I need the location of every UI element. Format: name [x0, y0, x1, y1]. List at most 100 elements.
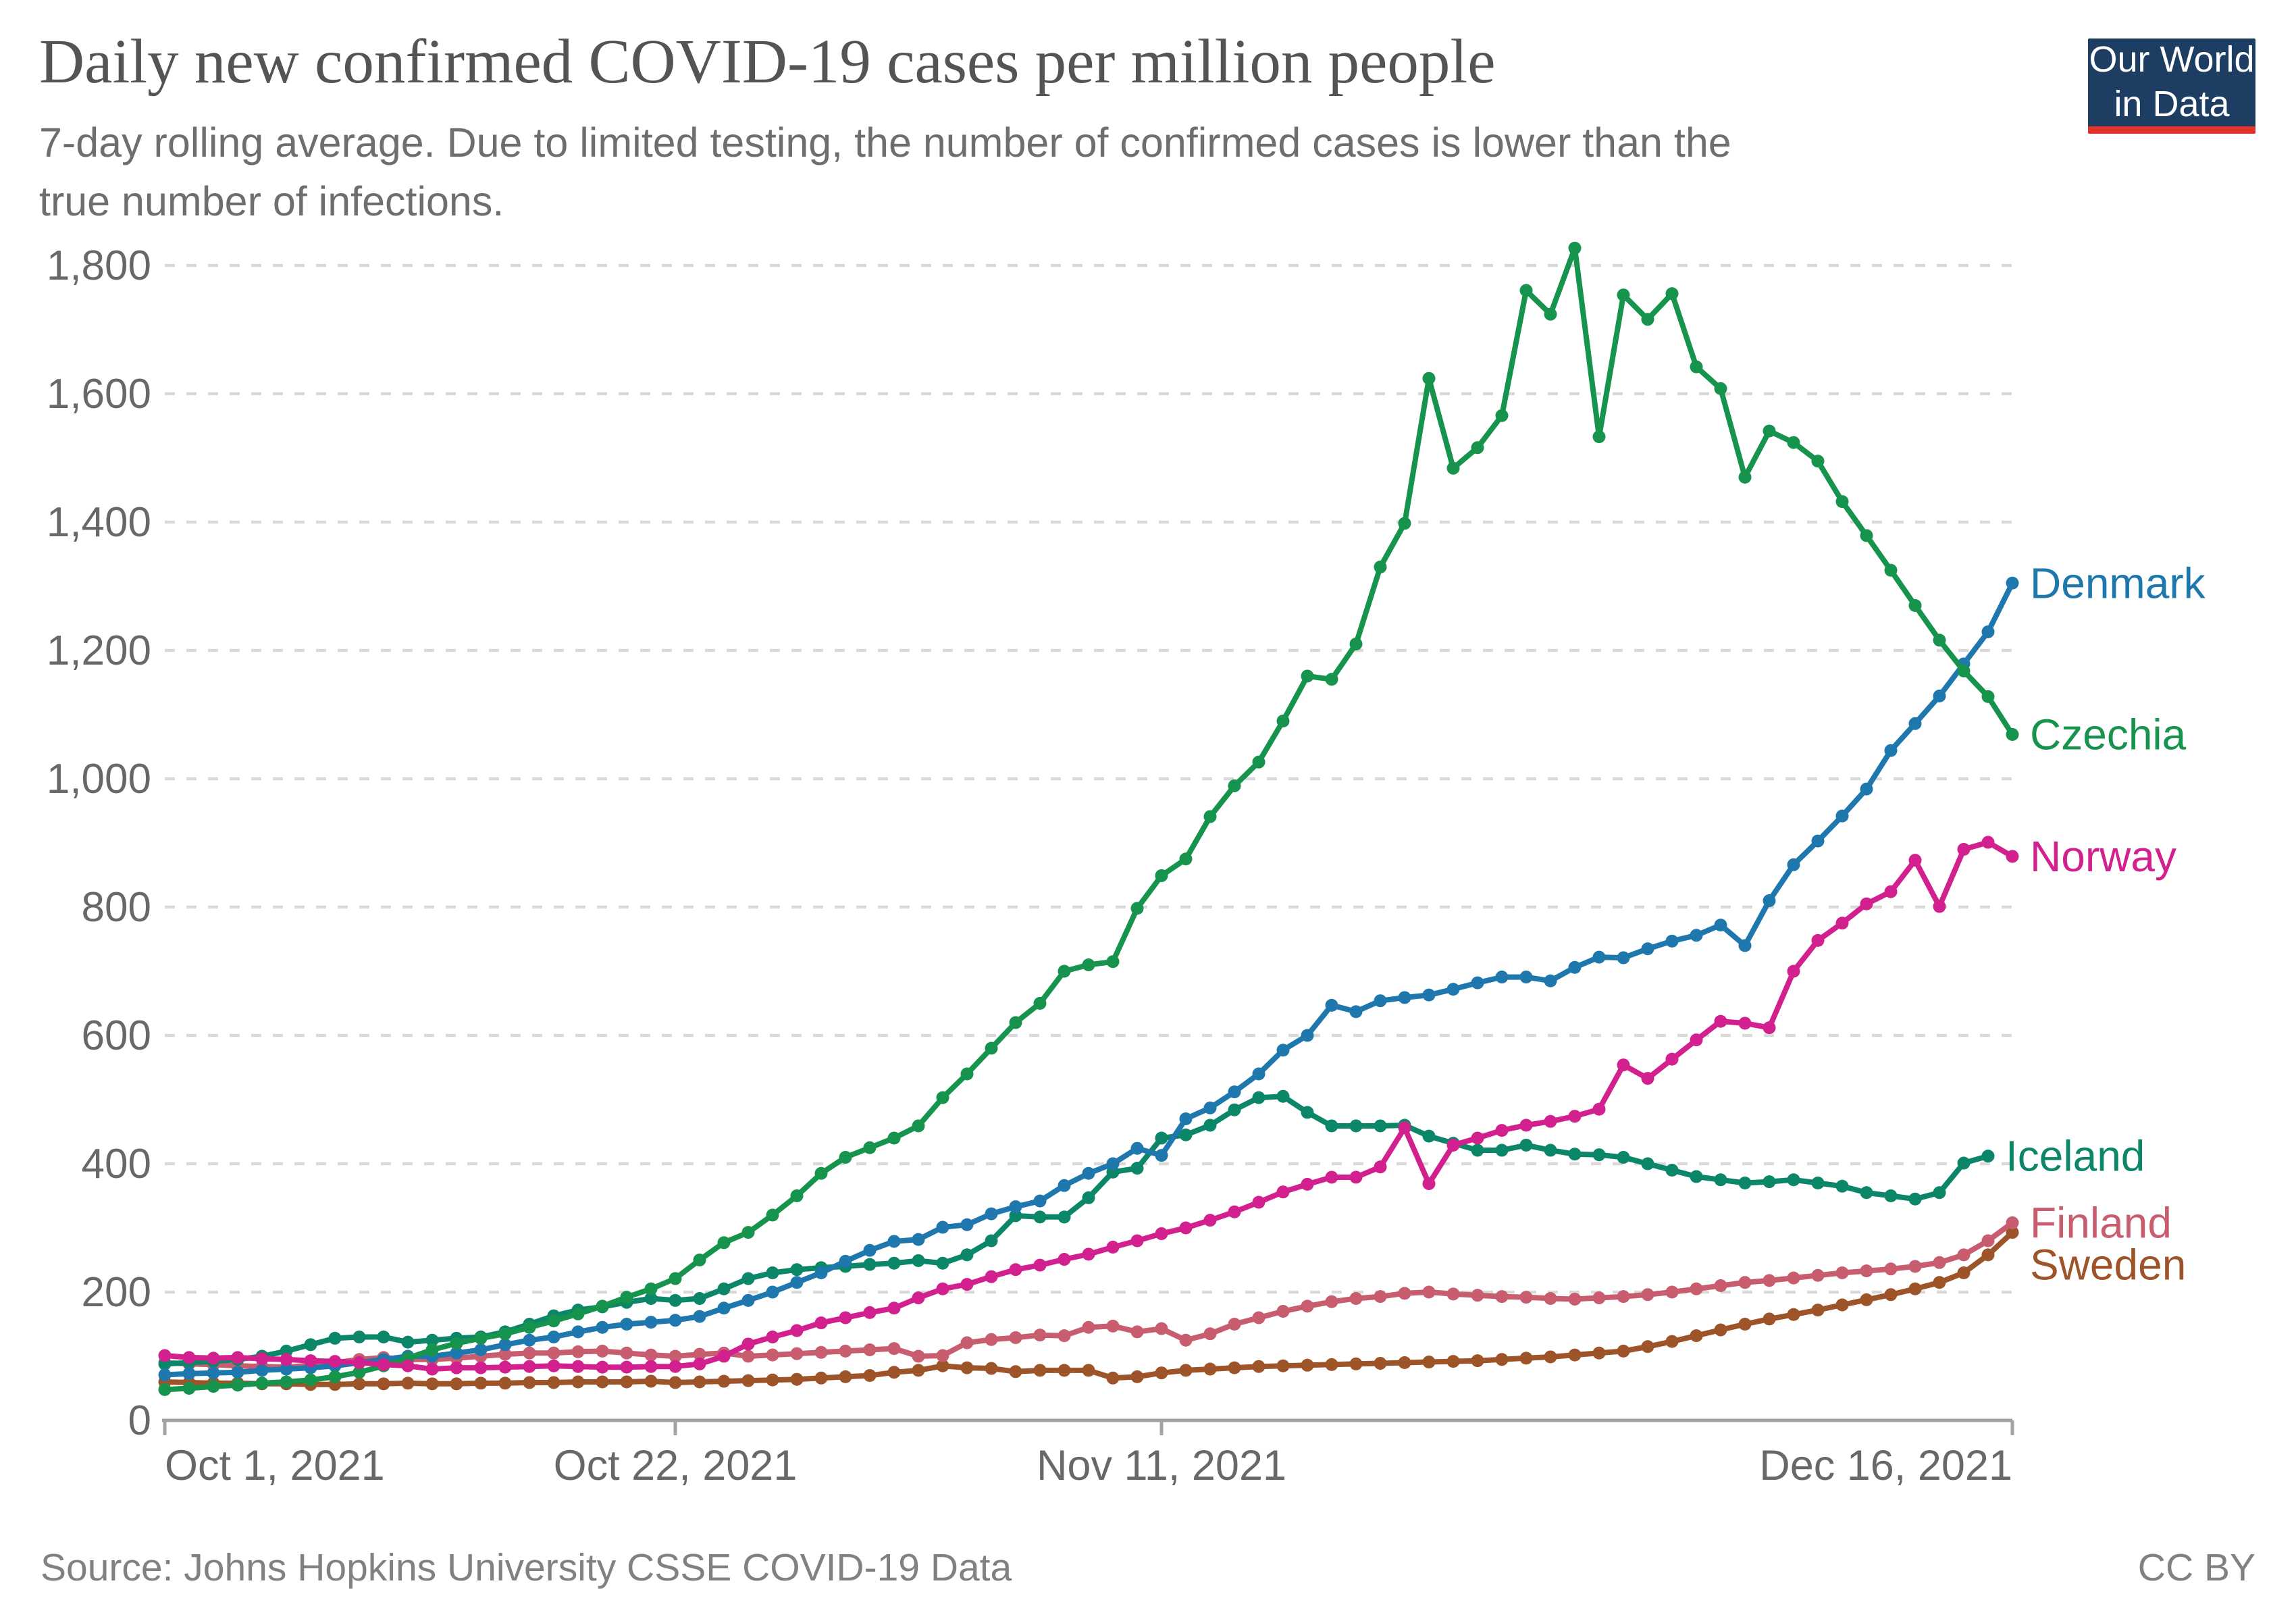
series-point-czechia-62[interactable]	[1665, 287, 1679, 301]
series-point-norway-66[interactable]	[1763, 1021, 1776, 1035]
series-point-czechia-48[interactable]	[1325, 673, 1338, 686]
series-point-norway-73[interactable]	[1933, 900, 1946, 913]
series-point-denmark-73[interactable]	[1933, 689, 1946, 702]
series-point-czechia-74[interactable]	[1957, 664, 1971, 677]
series-point-denmark-16[interactable]	[547, 1331, 560, 1343]
series-point-denmark-75[interactable]	[1981, 625, 1995, 638]
series-point-finland-35[interactable]	[1009, 1331, 1022, 1344]
series-point-czechia-15[interactable]	[523, 1320, 536, 1334]
series-point-norway-40[interactable]	[1130, 1234, 1144, 1247]
series-point-finland-59[interactable]	[1592, 1291, 1606, 1305]
series-point-iceland-11[interactable]	[425, 1333, 439, 1347]
series-point-norway-21[interactable]	[669, 1360, 682, 1373]
series-point-norway-4[interactable]	[255, 1352, 269, 1366]
series-point-sweden-13[interactable]	[474, 1376, 488, 1390]
series-point-sweden-49[interactable]	[1349, 1357, 1363, 1370]
series-point-finland-70[interactable]	[1860, 1264, 1873, 1278]
series-point-czechia-23[interactable]	[717, 1236, 731, 1250]
series-point-sweden-51[interactable]	[1398, 1356, 1411, 1369]
series-point-finland-50[interactable]	[1374, 1290, 1387, 1304]
series-point-norway-56[interactable]	[1519, 1118, 1533, 1132]
series-line-iceland[interactable]	[164, 1093, 1989, 1367]
series-point-iceland-66[interactable]	[1763, 1175, 1776, 1189]
series-point-iceland-54[interactable]	[1471, 1143, 1484, 1157]
series-point-denmark-66[interactable]	[1763, 894, 1776, 907]
series-point-finland-65[interactable]	[1738, 1276, 1752, 1289]
series-point-denmark-64[interactable]	[1714, 919, 1727, 932]
series-point-finland-44[interactable]	[1228, 1318, 1241, 1331]
series-point-czechia-24[interactable]	[741, 1226, 755, 1239]
series-point-norway-7[interactable]	[328, 1355, 342, 1368]
series-point-norway-64[interactable]	[1714, 1014, 1727, 1028]
series-point-iceland-43[interactable]	[1203, 1118, 1217, 1132]
series-point-finland-19[interactable]	[620, 1346, 633, 1360]
series-point-denmark-20[interactable]	[644, 1316, 658, 1329]
series-point-denmark-34[interactable]	[985, 1207, 998, 1220]
series-point-czechia-47[interactable]	[1301, 669, 1314, 683]
series-point-denmark-3[interactable]	[231, 1366, 244, 1379]
series-point-norway-54[interactable]	[1471, 1131, 1484, 1145]
series-point-denmark-43[interactable]	[1203, 1101, 1217, 1114]
series-point-czechia-33[interactable]	[960, 1067, 974, 1081]
series-point-finland-37[interactable]	[1058, 1329, 1071, 1343]
series-point-sweden-23[interactable]	[717, 1374, 731, 1388]
series-point-denmark-14[interactable]	[498, 1338, 512, 1352]
series-point-sweden-25[interactable]	[766, 1373, 779, 1387]
series-point-finland-68[interactable]	[1811, 1268, 1825, 1282]
series-point-sweden-37[interactable]	[1058, 1364, 1071, 1377]
series-point-iceland-26[interactable]	[790, 1263, 804, 1277]
series-point-sweden-31[interactable]	[912, 1364, 925, 1377]
series-point-iceland-8[interactable]	[353, 1331, 366, 1343]
series-point-norway-19[interactable]	[620, 1360, 633, 1374]
series-point-denmark-28[interactable]	[839, 1254, 852, 1268]
series-point-denmark-58[interactable]	[1568, 960, 1582, 974]
series-point-finland-72[interactable]	[1908, 1260, 1922, 1273]
series-point-finland-30[interactable]	[887, 1342, 901, 1356]
series-point-iceland-50[interactable]	[1374, 1119, 1387, 1133]
series-point-iceland-30[interactable]	[887, 1256, 901, 1270]
series-point-iceland-52[interactable]	[1422, 1129, 1436, 1143]
series-point-norway-16[interactable]	[547, 1359, 560, 1372]
series-line-norway[interactable]	[164, 840, 2014, 1372]
series-point-norway-2[interactable]	[207, 1352, 220, 1365]
series-point-norway-0[interactable]	[158, 1349, 172, 1362]
series-point-sweden-45[interactable]	[1252, 1360, 1266, 1373]
series-point-sweden-9[interactable]	[377, 1377, 390, 1391]
series-point-sweden-40[interactable]	[1130, 1370, 1144, 1383]
series-point-denmark-45[interactable]	[1252, 1067, 1266, 1081]
series-point-norway-34[interactable]	[985, 1270, 998, 1283]
series-point-sweden-8[interactable]	[353, 1377, 366, 1391]
series-point-denmark-41[interactable]	[1155, 1149, 1168, 1162]
series-point-norway-31[interactable]	[912, 1291, 925, 1305]
series-point-denmark-62[interactable]	[1665, 934, 1679, 948]
series-point-norway-24[interactable]	[741, 1337, 755, 1351]
series-point-norway-68[interactable]	[1811, 933, 1825, 947]
series-point-norway-69[interactable]	[1835, 917, 1849, 930]
series-point-czechia-29[interactable]	[863, 1141, 877, 1154]
series-point-finland-25[interactable]	[766, 1348, 779, 1362]
series-point-iceland-23[interactable]	[717, 1282, 731, 1295]
series-point-sweden-24[interactable]	[741, 1374, 755, 1387]
series-point-norway-5[interactable]	[280, 1353, 293, 1366]
series-point-norway-36[interactable]	[1033, 1258, 1047, 1272]
series-point-finland-16[interactable]	[547, 1346, 560, 1360]
series-point-denmark-51[interactable]	[1398, 991, 1411, 1004]
series-point-iceland-10[interactable]	[401, 1335, 415, 1349]
series-label-sweden[interactable]: Sweden	[2030, 1240, 2186, 1289]
series-point-denmark-35[interactable]	[1009, 1200, 1022, 1214]
series-point-sweden-48[interactable]	[1325, 1358, 1338, 1371]
series-point-sweden-32[interactable]	[936, 1359, 949, 1372]
series-point-sweden-52[interactable]	[1422, 1356, 1436, 1369]
series-point-denmark-25[interactable]	[766, 1285, 779, 1299]
series-point-denmark-70[interactable]	[1860, 782, 1873, 796]
series-point-sweden-74[interactable]	[1957, 1266, 1971, 1279]
series-point-czechia-61[interactable]	[1641, 313, 1654, 326]
series-point-czechia-53[interactable]	[1446, 461, 1460, 475]
series-point-denmark-1[interactable]	[182, 1367, 196, 1381]
series-point-sweden-56[interactable]	[1519, 1352, 1533, 1365]
series-point-czechia-39[interactable]	[1106, 955, 1120, 969]
series-point-iceland-29[interactable]	[863, 1258, 877, 1271]
series-point-finland-21[interactable]	[669, 1349, 682, 1363]
series-point-iceland-68[interactable]	[1811, 1177, 1825, 1189]
series-point-finland-39[interactable]	[1106, 1319, 1120, 1333]
